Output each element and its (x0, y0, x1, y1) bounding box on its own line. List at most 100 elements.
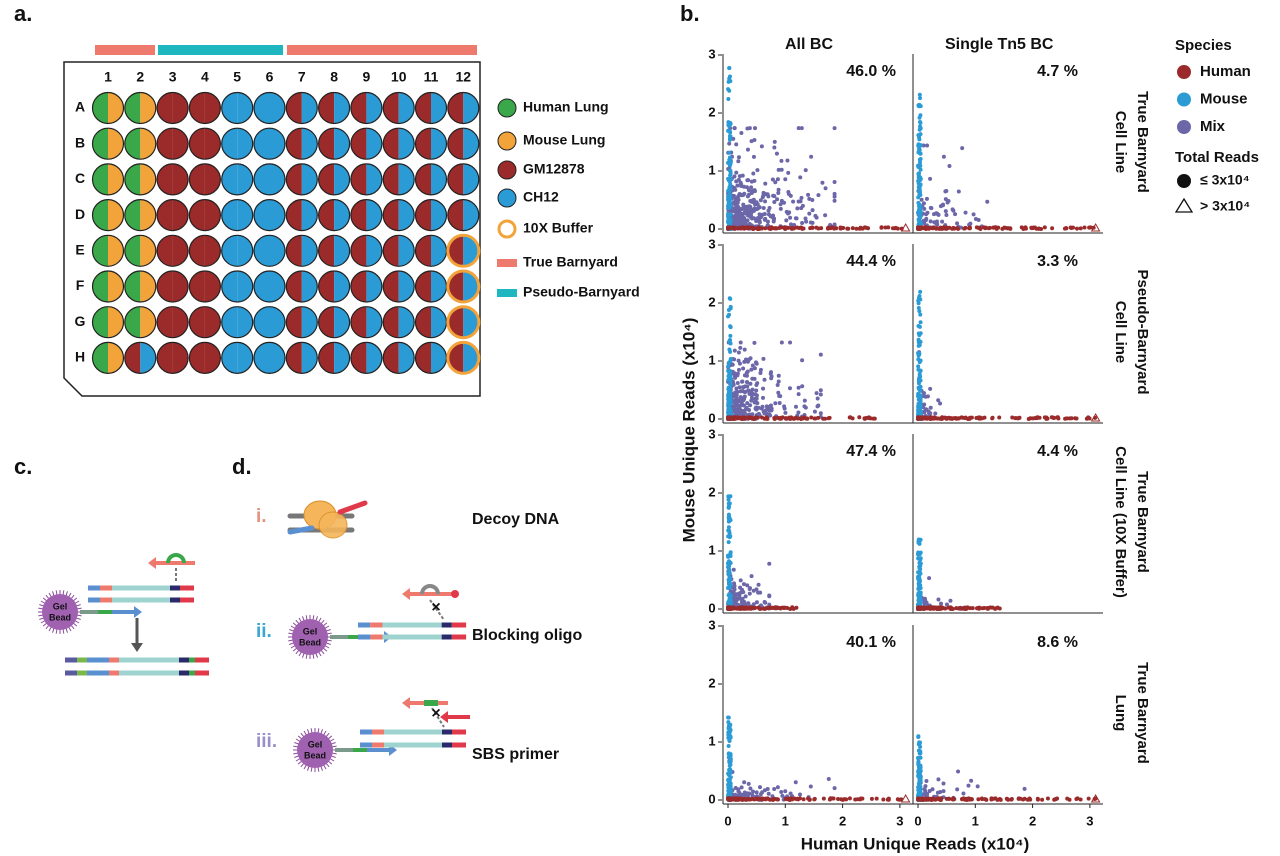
block-x: × (431, 599, 440, 616)
well (350, 306, 383, 339)
legend-swatch (1177, 65, 1191, 79)
scatter-dot (1075, 796, 1080, 801)
step-numeral: i. (256, 506, 267, 527)
scatter-dot (871, 416, 876, 421)
scatter-dot (755, 168, 760, 173)
scatter-dot (777, 394, 782, 399)
scatter-dot (726, 415, 731, 420)
scatter-dot (924, 415, 929, 420)
scatter-dot (783, 789, 788, 794)
scatter-dot (758, 606, 763, 611)
well (253, 341, 286, 374)
y-tick-label: 2 (708, 484, 715, 499)
scatter-dot (1065, 796, 1070, 801)
scatter-dot (866, 226, 871, 231)
well (285, 270, 318, 303)
column-label: 12 (456, 69, 472, 85)
row-title: Cell Line (10X Buffer) (1112, 446, 1129, 598)
scatter-dot (826, 777, 831, 782)
scatter-dot (759, 226, 764, 231)
scatter-dot (751, 216, 756, 221)
well-half (301, 163, 318, 195)
scatter-dot (966, 783, 971, 788)
scatter-dot (739, 219, 744, 224)
scatter-dot (925, 394, 930, 399)
scatter-dot (916, 331, 921, 336)
x-tick-label: 2 (839, 813, 846, 828)
well-half (108, 163, 124, 195)
well (124, 127, 157, 160)
scatter-dot (727, 773, 732, 778)
scatter-dot (936, 597, 941, 602)
scatter-dot (726, 565, 731, 570)
scatter-dot (917, 171, 922, 176)
scatter-dot (796, 392, 801, 397)
scatter-dot (916, 606, 921, 611)
dna-segment (87, 657, 109, 663)
scatter-dot (987, 225, 992, 230)
arrow-head (131, 643, 143, 652)
well-half (157, 306, 173, 338)
scatter-dot (749, 574, 754, 579)
linker (98, 610, 112, 614)
scatter-dot (769, 408, 774, 413)
scatter-dot (997, 415, 1002, 420)
scatter-dot (727, 580, 732, 585)
scatter-dot (745, 384, 750, 389)
scatter-dot (947, 163, 952, 168)
scatter-dot (741, 582, 746, 587)
scatter-dot (997, 606, 1002, 611)
y-tick-label: 2 (708, 104, 715, 119)
scatter-dot (739, 796, 744, 801)
scatter-dot (772, 145, 777, 150)
scatter-dot (938, 204, 943, 209)
scatter-dot (955, 787, 960, 792)
scatter-dot (943, 197, 948, 202)
scatter-dot (736, 197, 741, 202)
well-half (301, 235, 318, 267)
scatter-dot (776, 379, 781, 384)
well-half (398, 235, 415, 267)
well-half (447, 235, 464, 267)
scatter-dot (802, 398, 807, 403)
scatter-dot (980, 797, 985, 802)
dna-segment (189, 670, 195, 676)
scatter-dot (1009, 796, 1014, 801)
scatter-dot (728, 401, 733, 406)
scatter-dot (751, 154, 756, 159)
linker (330, 635, 348, 639)
step-label: Decoy DNA (472, 511, 560, 528)
scatter-dot (755, 218, 760, 223)
scatter-dot (826, 225, 831, 230)
scatter-dot (727, 134, 732, 139)
scatter-dot (744, 405, 749, 410)
well (285, 91, 318, 125)
column-label: 7 (298, 69, 306, 85)
scatter-dot (758, 371, 763, 376)
scatter-dot (735, 606, 740, 611)
scatter-dot (726, 528, 731, 533)
scatter-dot (751, 602, 756, 607)
legend-label: ≤ 3x10⁴ (1200, 172, 1250, 188)
legend-swatch (497, 98, 517, 118)
scatter-dot (734, 592, 739, 597)
scatter-dot (750, 363, 755, 368)
well-half (318, 342, 335, 374)
scatter-dot (737, 192, 742, 197)
scatter-dot (783, 605, 788, 610)
y-tick-label: 3 (708, 426, 715, 441)
scatter-dot (731, 567, 736, 572)
well-half (447, 163, 464, 195)
dna-segment (170, 597, 180, 603)
well-half (124, 342, 141, 374)
scatter-dot (748, 403, 753, 408)
well (156, 163, 189, 196)
scatter-dot (917, 124, 922, 129)
scatter-dot (918, 113, 923, 118)
well-half (254, 92, 270, 124)
well (318, 163, 351, 196)
scatter-dot (925, 143, 930, 148)
dashed (431, 707, 445, 728)
well (156, 91, 189, 125)
scatter-dot (728, 376, 733, 381)
